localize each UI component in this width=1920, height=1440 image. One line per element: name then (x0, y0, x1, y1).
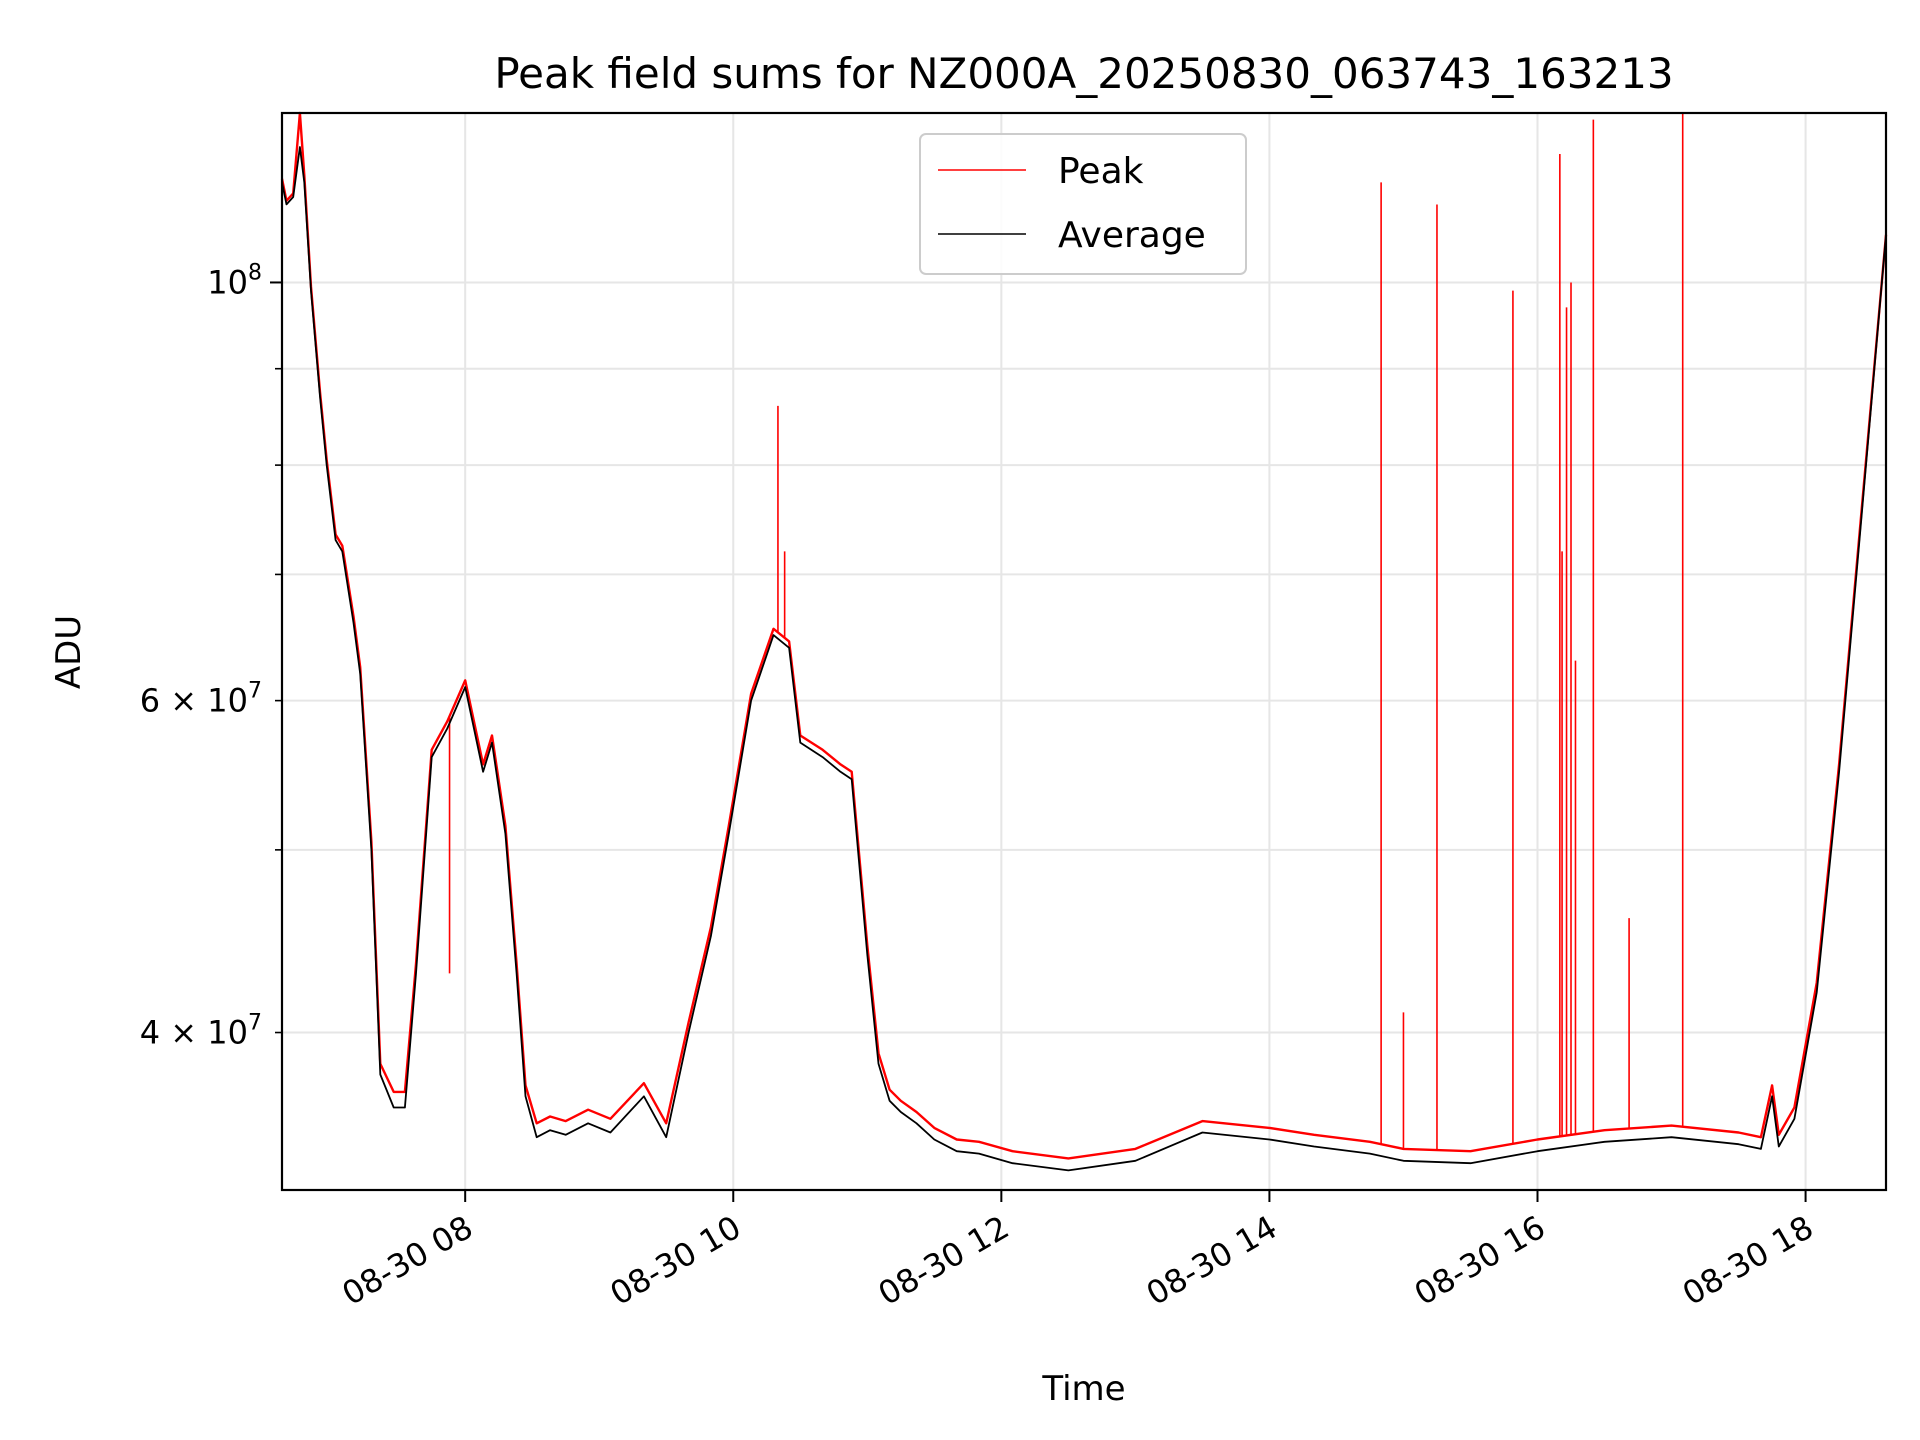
legend: Peak Average (919, 133, 1247, 275)
legend-peak-label: Peak (1058, 151, 1144, 192)
plot-area (280, 111, 1888, 1172)
y-tick-label: 4 × 107 (140, 1011, 262, 1052)
y-tick-label: 108 (207, 260, 262, 301)
grid-layer (282, 113, 1886, 1190)
x-tick-label: 08-30 16 (1408, 1208, 1552, 1313)
chart-title: Peak field sums for NZ000A_20250830_0637… (494, 49, 1673, 98)
legend-box (919, 133, 1247, 275)
plot-frame (280, 111, 1888, 1192)
x-axis-label: Time (1041, 1369, 1125, 1409)
x-tick-label: 08-30 12 (872, 1208, 1016, 1313)
average-series-line (281, 146, 1887, 1172)
legend-average-label: Average (1058, 215, 1206, 256)
x-tick-label: 08-30 18 (1676, 1208, 1820, 1313)
x-tick-label: 08-30 14 (1140, 1208, 1284, 1313)
x-tick-label: 08-30 10 (604, 1208, 748, 1313)
y-axis-label: ADU (49, 615, 89, 689)
y-tick-label: 6 × 107 (140, 679, 262, 720)
axes-layer: 08-30 08 08-30 10 08-30 12 08-30 14 08-30 16… (140, 260, 1820, 1312)
x-tick-label: 08-30 08 (336, 1208, 480, 1313)
